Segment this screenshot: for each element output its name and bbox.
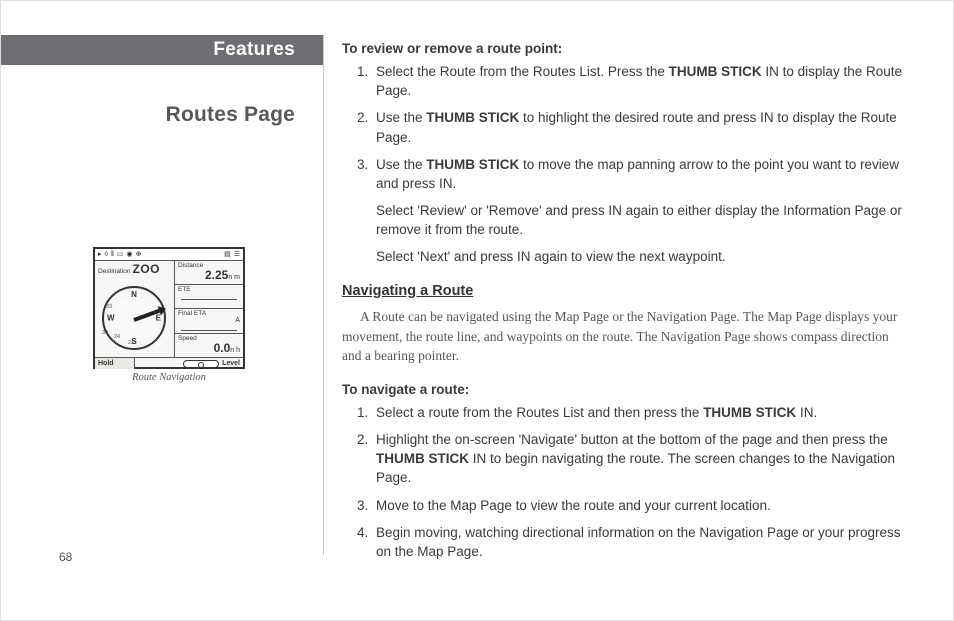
status-icon: ‖ <box>111 251 114 258</box>
speed-field: Speed 0.0n h <box>175 334 243 357</box>
ete-label: ETE <box>178 286 240 293</box>
destination-field: Destination ZOO <box>95 261 175 286</box>
status-icon: ▸ <box>98 251 102 258</box>
status-icon: ⊕ <box>136 251 142 258</box>
column-divider <box>323 35 324 555</box>
step-subtext: Select 'Next' and press IN again to view… <box>376 247 907 266</box>
step-text: Highlight the on-screen 'Navigate' butto… <box>376 432 888 447</box>
destination-label: Destination <box>98 268 131 275</box>
level-bubble-icon <box>183 360 219 368</box>
status-icon: ◉ <box>127 251 133 258</box>
subsection-heading: Navigating a Route <box>342 281 907 302</box>
body-paragraph: A Route can be navigated using the Map P… <box>342 307 907 366</box>
speed-num: 0.0 <box>214 341 231 355</box>
features-banner: Features <box>1 35 323 65</box>
compass-column: Destination ZOO N E S W 33 30 24 <box>95 261 175 357</box>
status-icon: ◊ <box>105 251 108 258</box>
device-screen-mock: ▸ ◊ ‖ ▭ ◉ ⊕ ▤ ☰ Destination <box>93 247 245 369</box>
destination-value: ZOO <box>132 262 160 276</box>
manual-page: Features Routes Page ▸ ◊ ‖ ▭ ◉ ⊕ ▤ ☰ <box>0 0 954 621</box>
figure-caption: Route Navigation <box>93 372 245 383</box>
procedure-step: Use the THUMB STICK to move the map pann… <box>372 155 907 267</box>
step-text: Select a route from the Routes List and … <box>376 405 703 420</box>
hold-label: Hold <box>95 358 135 369</box>
device-topbar: ▸ ◊ ‖ ▭ ◉ ⊕ ▤ ☰ <box>95 249 243 261</box>
distance-field: Distance 2.25n m <box>175 261 243 285</box>
compass-tick: 24 <box>114 334 120 340</box>
thumb-stick-emphasis: THUMB STICK <box>376 451 469 466</box>
distance-unit: n m <box>228 274 240 281</box>
compass-tick: 21 <box>128 340 134 346</box>
speed-value: 0.0n h <box>178 342 240 354</box>
section-title: Routes Page <box>1 103 323 127</box>
compass-tick: 30 <box>102 330 108 336</box>
final-eta-blank-line <box>181 330 237 331</box>
left-column: Features Routes Page ▸ ◊ ‖ ▭ ◉ ⊕ ▤ ☰ <box>1 35 323 590</box>
procedure-step: Highlight the on-screen 'Navigate' butto… <box>372 430 907 487</box>
procedure-step: Begin moving, watching directional infor… <box>372 523 907 561</box>
step-subtext: Select 'Review' or 'Remove' and press IN… <box>376 201 907 239</box>
compass-area: N E S W 33 30 24 21 <box>95 286 175 357</box>
final-eta-label: Final ETA <box>178 310 240 317</box>
distance-num: 2.25 <box>205 268 228 282</box>
thumb-stick-emphasis: THUMB STICK <box>426 110 519 125</box>
step-text: Select the Route from the Routes List. P… <box>376 64 669 79</box>
procedure-list-review-remove: Select the Route from the Routes List. P… <box>342 62 907 266</box>
status-icon: ▭ <box>117 251 124 258</box>
right-column: To review or remove a route point: Selec… <box>342 35 907 590</box>
readouts-column: Distance 2.25n m ETE Final ETA A <box>175 261 243 357</box>
compass-tick: 33 <box>106 304 112 310</box>
procedure-step: Select a route from the Routes List and … <box>372 403 907 422</box>
device-body: Destination ZOO N E S W 33 30 24 <box>95 261 243 357</box>
compass-w: W <box>107 314 115 323</box>
procedure-heading: To review or remove a route point: <box>342 39 907 58</box>
thumb-stick-emphasis: THUMB STICK <box>426 157 519 172</box>
final-eta-a: A <box>178 317 240 324</box>
topbar-icons-right: ▤ ☰ <box>224 251 240 258</box>
step-text: IN. <box>796 405 817 420</box>
procedure-heading: To navigate a route: <box>342 380 907 399</box>
step-text: Use the <box>376 157 426 172</box>
thumb-stick-emphasis: THUMB STICK <box>669 64 762 79</box>
topbar-icons-left: ▸ ◊ ‖ ▭ ◉ ⊕ <box>98 251 142 258</box>
procedure-step: Use the THUMB STICK to highlight the des… <box>372 108 907 146</box>
ete-blank-line <box>181 299 237 300</box>
compass-n: N <box>131 290 137 299</box>
figure-route-navigation: ▸ ◊ ‖ ▭ ◉ ⊕ ▤ ☰ Destination <box>93 247 245 383</box>
procedure-list-navigate: Select a route from the Routes List and … <box>342 403 907 561</box>
paragraph-text: A Route can be navigated using the Map P… <box>342 309 897 363</box>
device-footer: Hold Level <box>95 357 243 369</box>
compass-dial: N E S W 33 30 24 21 <box>102 286 166 350</box>
level-label: Level <box>222 360 243 367</box>
step-text: Use the <box>376 110 426 125</box>
distance-value: 2.25n m <box>178 269 240 281</box>
menu-icon: ☰ <box>234 251 240 258</box>
final-eta-field: Final ETA A <box>175 309 243 334</box>
speed-unit: n h <box>230 347 240 354</box>
page-number: 68 <box>59 550 72 564</box>
ete-field: ETE <box>175 285 243 309</box>
procedure-step: Move to the Map Page to view the route a… <box>372 496 907 515</box>
page-icon: ▤ <box>224 251 231 258</box>
speed-label: Speed <box>178 335 240 342</box>
procedure-step: Select the Route from the Routes List. P… <box>372 62 907 100</box>
thumb-stick-emphasis: THUMB STICK <box>703 405 796 420</box>
